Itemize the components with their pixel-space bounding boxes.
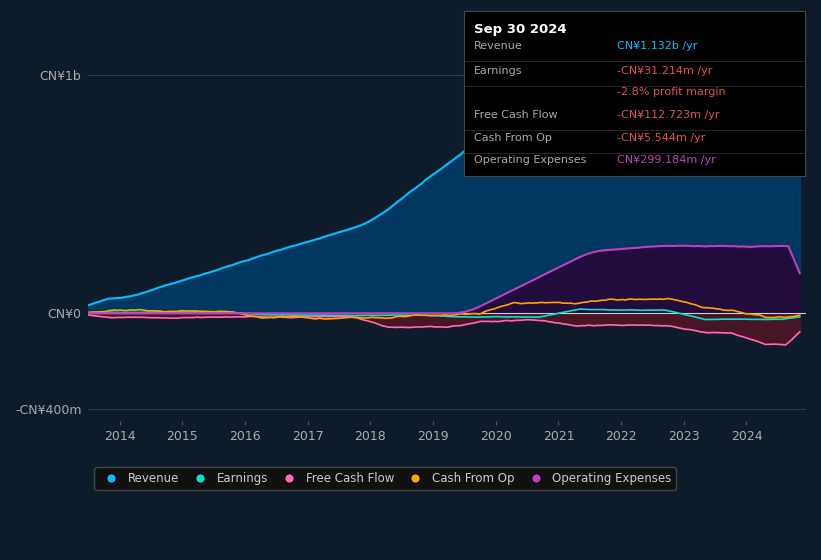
Text: -CN¥112.723m /yr: -CN¥112.723m /yr bbox=[617, 110, 720, 120]
Text: -CN¥31.214m /yr: -CN¥31.214m /yr bbox=[617, 66, 713, 76]
Text: CN¥1.132b /yr: CN¥1.132b /yr bbox=[617, 41, 698, 51]
Text: -CN¥5.544m /yr: -CN¥5.544m /yr bbox=[617, 133, 705, 143]
Text: CN¥299.184m /yr: CN¥299.184m /yr bbox=[617, 155, 716, 165]
Text: Sep 30 2024: Sep 30 2024 bbox=[474, 23, 566, 36]
Text: Free Cash Flow: Free Cash Flow bbox=[474, 110, 557, 120]
Text: Operating Expenses: Operating Expenses bbox=[474, 155, 586, 165]
Text: Cash From Op: Cash From Op bbox=[474, 133, 552, 143]
Text: Revenue: Revenue bbox=[474, 41, 523, 51]
Legend: Revenue, Earnings, Free Cash Flow, Cash From Op, Operating Expenses: Revenue, Earnings, Free Cash Flow, Cash … bbox=[94, 468, 677, 490]
Text: -2.8% profit margin: -2.8% profit margin bbox=[617, 87, 726, 97]
Text: Earnings: Earnings bbox=[474, 66, 523, 76]
